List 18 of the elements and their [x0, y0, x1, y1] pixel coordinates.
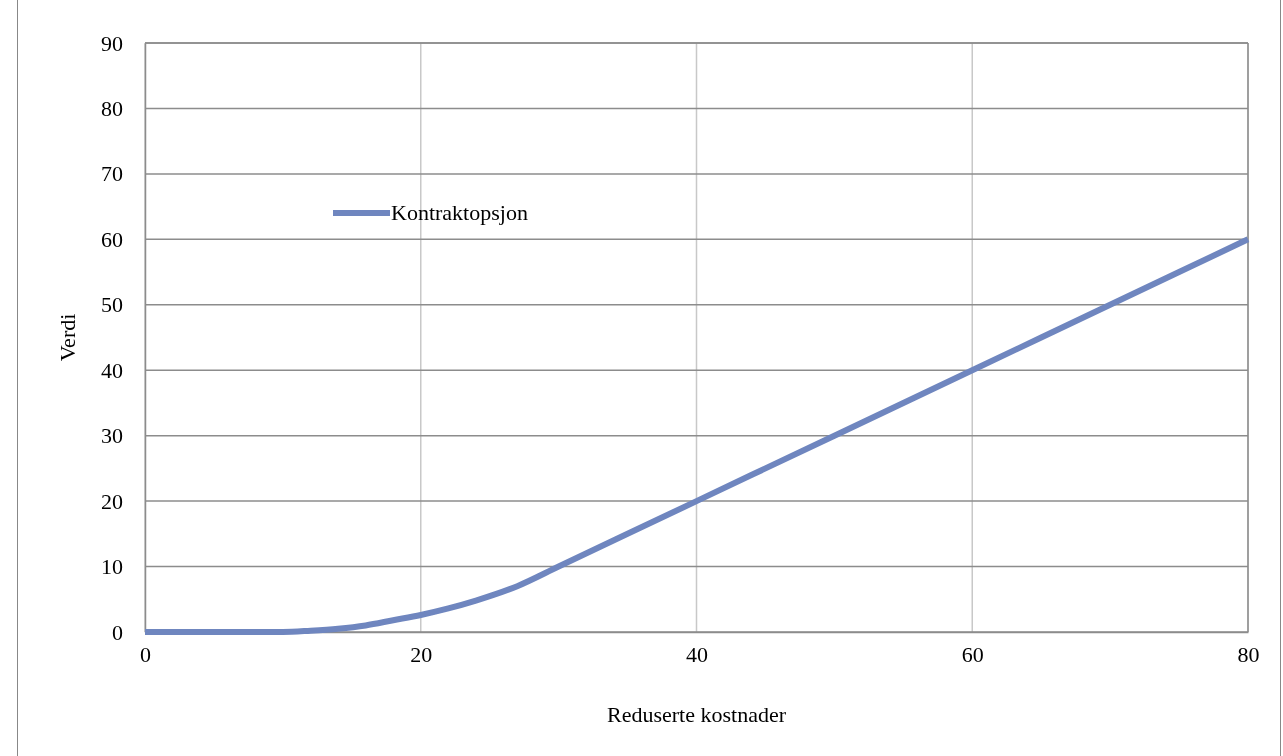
y-tick-label: 0	[112, 619, 123, 645]
x-tick-label: 0	[140, 641, 151, 667]
y-tick-label: 20	[101, 488, 123, 514]
legend-label: Kontraktopsjon	[391, 200, 528, 225]
y-tick-label: 80	[101, 95, 123, 121]
x-axis-title: Reduserte kostnader	[607, 702, 787, 727]
y-tick-label: 10	[101, 554, 123, 580]
x-tick-label: 80	[1237, 641, 1260, 667]
x-tick-label: 40	[686, 641, 708, 667]
y-tick-label: 90	[101, 30, 123, 56]
x-tick-label: 20	[410, 641, 433, 667]
y-tick-label: 50	[101, 292, 123, 318]
y-tick-label: 70	[101, 161, 123, 187]
y-tick-label: 40	[101, 357, 123, 383]
x-tick-label: 60	[961, 641, 984, 667]
y-axis-title: Verdi	[55, 313, 80, 362]
y-tick-label: 60	[101, 226, 123, 252]
y-tick-label: 30	[101, 423, 123, 449]
